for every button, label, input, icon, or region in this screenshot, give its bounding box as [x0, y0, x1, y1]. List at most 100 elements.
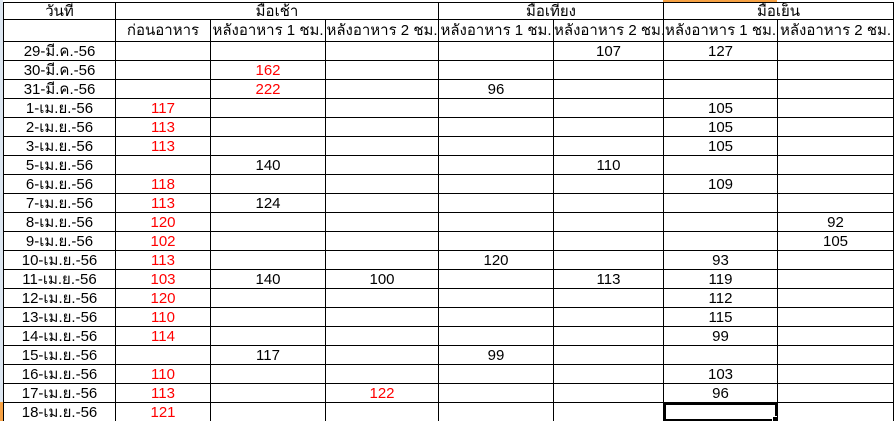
selected-column-marker[interactable]	[663, 0, 777, 3]
value-cell[interactable]	[663, 212, 778, 232]
value-cell[interactable]: 93	[663, 250, 778, 270]
value-cell[interactable]: 105	[776, 231, 895, 251]
value-cell[interactable]	[776, 79, 895, 99]
value-cell[interactable]: 113	[115, 383, 211, 403]
selected-cell[interactable]	[663, 402, 778, 421]
value-cell[interactable]	[553, 79, 664, 99]
date-cell[interactable]: 1-เม.ย.-56	[3, 98, 116, 118]
value-cell[interactable]	[776, 326, 895, 346]
value-cell[interactable]	[776, 136, 895, 156]
date-cell[interactable]: 17-เม.ย.-56	[3, 383, 116, 403]
value-cell[interactable]	[663, 231, 778, 251]
value-cell[interactable]	[553, 136, 664, 156]
value-cell[interactable]	[210, 364, 326, 384]
value-cell[interactable]	[438, 60, 554, 80]
value-cell[interactable]	[553, 98, 664, 118]
value-cell[interactable]	[663, 345, 778, 365]
value-cell[interactable]	[325, 288, 439, 308]
value-cell[interactable]	[325, 364, 439, 384]
value-cell[interactable]	[210, 326, 326, 346]
value-cell[interactable]: 102	[115, 231, 211, 251]
value-cell[interactable]	[210, 231, 326, 251]
value-cell[interactable]	[776, 155, 895, 175]
date-cell[interactable]: 8-เม.ย.-56	[3, 212, 116, 232]
value-cell[interactable]	[325, 117, 439, 137]
value-cell[interactable]: 113	[115, 117, 211, 137]
value-cell[interactable]: 140	[210, 155, 326, 175]
value-cell[interactable]	[210, 98, 326, 118]
value-cell[interactable]	[115, 345, 211, 365]
date-cell[interactable]: 30-มี.ค.-56	[3, 60, 116, 80]
value-cell[interactable]	[553, 174, 664, 194]
value-cell[interactable]	[325, 79, 439, 99]
value-cell[interactable]	[438, 193, 554, 213]
value-cell[interactable]	[210, 383, 326, 403]
value-cell[interactable]	[776, 345, 895, 365]
value-cell[interactable]	[553, 326, 664, 346]
value-cell[interactable]: 110	[553, 155, 664, 175]
date-cell[interactable]: 2-เม.ย.-56	[3, 117, 116, 137]
selected-row-marker[interactable]	[0, 402, 3, 421]
value-cell[interactable]	[438, 117, 554, 137]
value-cell[interactable]	[776, 364, 895, 384]
value-cell[interactable]: 113	[553, 269, 664, 289]
value-cell[interactable]	[210, 174, 326, 194]
value-cell[interactable]	[325, 41, 439, 61]
value-cell[interactable]	[325, 231, 439, 251]
value-cell[interactable]: 103	[663, 364, 778, 384]
value-cell[interactable]	[438, 155, 554, 175]
value-cell[interactable]	[553, 193, 664, 213]
value-cell[interactable]	[776, 41, 895, 61]
value-cell[interactable]: 120	[115, 288, 211, 308]
column-header-blank[interactable]	[3, 19, 116, 42]
value-cell[interactable]	[776, 117, 895, 137]
column-header-lunch-after-2h[interactable]: หลังอาหาร 2 ชม.	[553, 19, 664, 42]
value-cell[interactable]	[553, 231, 664, 251]
value-cell[interactable]	[438, 136, 554, 156]
value-cell[interactable]: 100	[325, 269, 439, 289]
value-cell[interactable]	[325, 212, 439, 232]
value-cell[interactable]: 115	[663, 307, 778, 327]
column-header-dinner-after-1h[interactable]: หลังอาหาร 1 ชม.	[663, 19, 778, 42]
column-header-lunch-after-1h[interactable]: หลังอาหาร 1 ชม.	[438, 19, 554, 42]
value-cell[interactable]: 103	[115, 269, 211, 289]
value-cell[interactable]	[553, 212, 664, 232]
value-cell[interactable]: 107	[553, 41, 664, 61]
date-cell[interactable]: 15-เม.ย.-56	[3, 345, 116, 365]
value-cell[interactable]	[438, 326, 554, 346]
value-cell[interactable]	[325, 307, 439, 327]
value-cell[interactable]	[438, 98, 554, 118]
value-cell[interactable]	[325, 98, 439, 118]
value-cell[interactable]	[553, 364, 664, 384]
value-cell[interactable]	[210, 402, 326, 421]
value-cell[interactable]: 127	[663, 41, 778, 61]
row-header-strip[interactable]	[0, 0, 3, 421]
value-cell[interactable]	[438, 307, 554, 327]
value-cell[interactable]	[663, 60, 778, 80]
value-cell[interactable]	[115, 155, 211, 175]
date-cell[interactable]: 5-เม.ย.-56	[3, 155, 116, 175]
value-cell[interactable]: 113	[115, 193, 211, 213]
value-cell[interactable]	[438, 174, 554, 194]
column-header-breakfast-after-1h[interactable]: หลังอาหาร 1 ชม.	[210, 19, 326, 42]
date-cell[interactable]: 3-เม.ย.-56	[3, 136, 116, 156]
value-cell[interactable]	[776, 269, 895, 289]
value-cell[interactable]	[663, 193, 778, 213]
value-cell[interactable]: 162	[210, 60, 326, 80]
date-cell[interactable]: 12-เม.ย.-56	[3, 288, 116, 308]
value-cell[interactable]	[776, 402, 895, 421]
value-cell[interactable]: 114	[115, 326, 211, 346]
value-cell[interactable]	[210, 117, 326, 137]
value-cell[interactable]: 99	[438, 345, 554, 365]
value-cell[interactable]: 122	[325, 383, 439, 403]
value-cell[interactable]	[776, 288, 895, 308]
value-cell[interactable]	[438, 364, 554, 384]
value-cell[interactable]	[553, 345, 664, 365]
date-cell[interactable]: 16-เม.ย.-56	[3, 364, 116, 384]
value-cell[interactable]: 117	[115, 98, 211, 118]
value-cell[interactable]: 105	[663, 98, 778, 118]
value-cell[interactable]	[553, 250, 664, 270]
value-cell[interactable]	[776, 250, 895, 270]
date-cell[interactable]: 29-มี.ค.-56	[3, 41, 116, 61]
column-header-breakfast[interactable]: มื้อเช้า	[115, 2, 439, 20]
